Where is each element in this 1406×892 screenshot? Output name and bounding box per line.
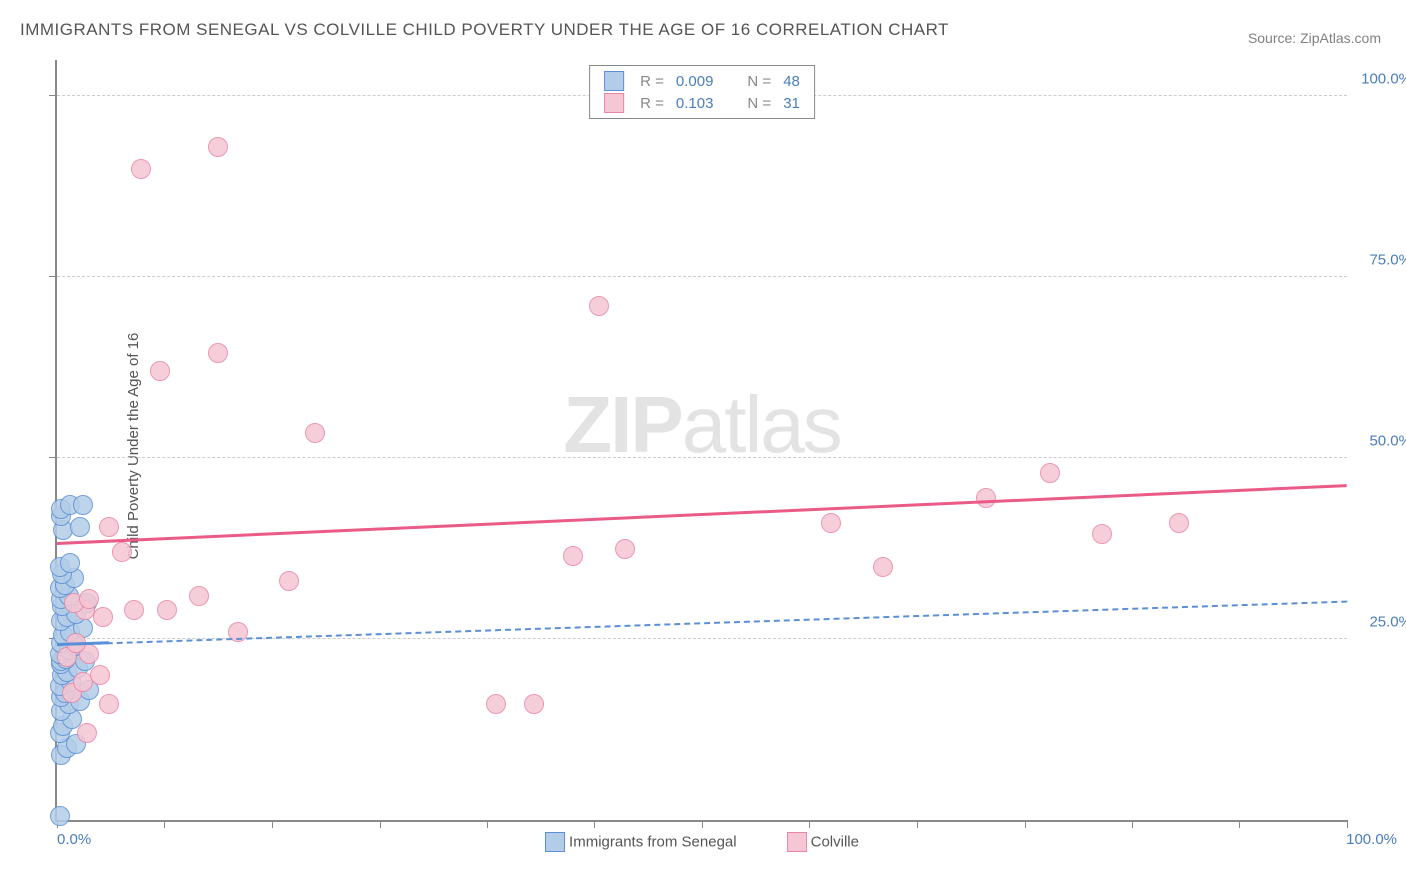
x-tick-mark [487, 820, 488, 828]
scatter-point [563, 546, 583, 566]
x-tick-mark [164, 820, 165, 828]
x-tick-mark [917, 820, 918, 828]
scatter-point [93, 607, 113, 627]
scatter-point [615, 539, 635, 559]
plot-area: ZIPatlas R =0.009N =48R =0.103N =31 Immi… [55, 60, 1347, 822]
scatter-point [189, 586, 209, 606]
x-axis-max-label: 100.0% [1346, 831, 1397, 848]
scatter-point [99, 517, 119, 537]
x-tick-mark [1347, 820, 1348, 828]
y-tick-label: 100.0% [1361, 71, 1406, 88]
scatter-point [157, 600, 177, 620]
source-credit: Source: ZipAtlas.com [1248, 30, 1381, 46]
scatter-point [150, 361, 170, 381]
trend-line [57, 484, 1347, 545]
scatter-point [50, 806, 70, 826]
scatter-point [1040, 463, 1060, 483]
trend-line [57, 601, 1347, 646]
scatter-point [99, 694, 119, 714]
y-tick-mark [49, 457, 57, 458]
y-tick-mark [49, 276, 57, 277]
scatter-point [77, 723, 97, 743]
y-tick-mark [49, 95, 57, 96]
x-tick-mark [1132, 820, 1133, 828]
y-tick-label: 25.0% [1369, 614, 1406, 631]
scatter-point [1092, 524, 1112, 544]
scatter-point [70, 517, 90, 537]
gridline [57, 276, 1347, 277]
scatter-point [73, 495, 93, 515]
scatter-point [60, 553, 80, 573]
x-tick-mark [1025, 820, 1026, 828]
x-tick-mark [702, 820, 703, 828]
x-tick-mark [594, 820, 595, 828]
x-tick-mark [380, 820, 381, 828]
series-legend: Immigrants from Senegal Colville [545, 832, 859, 852]
scatter-point [821, 513, 841, 533]
y-tick-label: 75.0% [1369, 252, 1406, 269]
y-tick-label: 50.0% [1369, 433, 1406, 450]
gridline [57, 457, 1347, 458]
scatter-point [524, 694, 544, 714]
scatter-point [486, 694, 506, 714]
scatter-point [208, 137, 228, 157]
scatter-point [131, 159, 151, 179]
scatter-point [112, 542, 132, 562]
legend-label: Colville [811, 834, 859, 851]
scatter-point [873, 557, 893, 577]
scatter-point [279, 571, 299, 591]
x-tick-mark [1239, 820, 1240, 828]
legend-label: Immigrants from Senegal [569, 834, 737, 851]
scatter-point [124, 600, 144, 620]
scatter-point [976, 488, 996, 508]
correlation-legend: R =0.009N =48R =0.103N =31 [589, 65, 815, 119]
x-axis-min-label: 0.0% [57, 831, 91, 848]
scatter-point [1169, 513, 1189, 533]
scatter-point [79, 589, 99, 609]
chart-title: IMMIGRANTS FROM SENEGAL VS COLVILLE CHIL… [20, 20, 949, 40]
scatter-point [305, 423, 325, 443]
scatter-point [589, 296, 609, 316]
scatter-point [208, 343, 228, 363]
scatter-point [90, 665, 110, 685]
x-tick-mark [272, 820, 273, 828]
x-tick-mark [809, 820, 810, 828]
